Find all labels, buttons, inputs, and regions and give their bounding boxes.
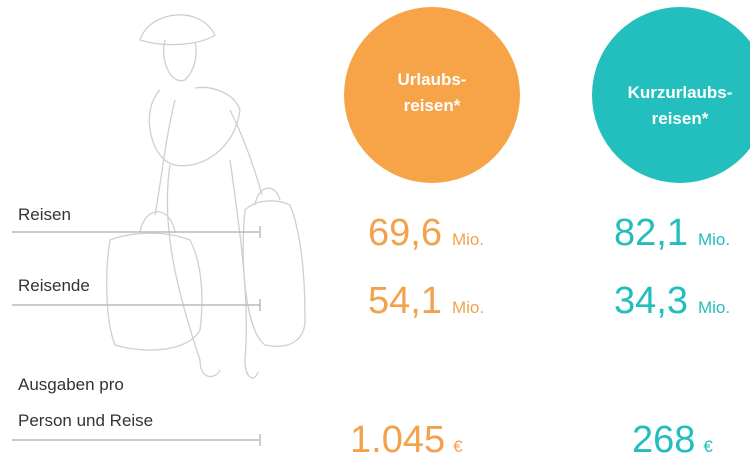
value-unit: € bbox=[453, 437, 463, 456]
column-circle bbox=[344, 7, 520, 183]
value: 69,6 Mio. bbox=[368, 212, 484, 254]
column-title: reisen* bbox=[652, 109, 709, 128]
value-unit: Mio. bbox=[452, 298, 484, 317]
column-title: reisen* bbox=[404, 96, 461, 115]
value-unit: Mio. bbox=[698, 298, 730, 317]
value-number: 268 bbox=[632, 419, 695, 457]
value: 268 € bbox=[632, 419, 713, 457]
column-title: Kurzurlaubs- bbox=[628, 83, 733, 102]
value-number: 54,1 bbox=[368, 280, 442, 322]
value-number: 1.045 bbox=[350, 419, 445, 457]
row-label: Reisende bbox=[18, 276, 90, 295]
value: 82,1 Mio. bbox=[614, 212, 730, 254]
row-label: Person und Reise bbox=[18, 411, 153, 430]
value: 34,3 Mio. bbox=[614, 280, 730, 322]
infographic: Urlaubs- reisen* Kurzurlaubs- reisen* Re… bbox=[0, 0, 750, 457]
value-unit: € bbox=[703, 437, 713, 456]
row-label: Ausgaben pro bbox=[18, 375, 124, 394]
value: 54,1 Mio. bbox=[368, 280, 484, 322]
value-unit: Mio. bbox=[452, 230, 484, 249]
value-number: 69,6 bbox=[368, 212, 442, 254]
column-title: Urlaubs- bbox=[398, 70, 467, 89]
row-label: Reisen bbox=[18, 205, 71, 224]
value-number: 34,3 bbox=[614, 280, 688, 322]
traveller-sketch bbox=[107, 15, 305, 378]
value-unit: Mio. bbox=[698, 230, 730, 249]
value: 1.045 € bbox=[350, 419, 463, 457]
value-number: 82,1 bbox=[614, 212, 688, 254]
